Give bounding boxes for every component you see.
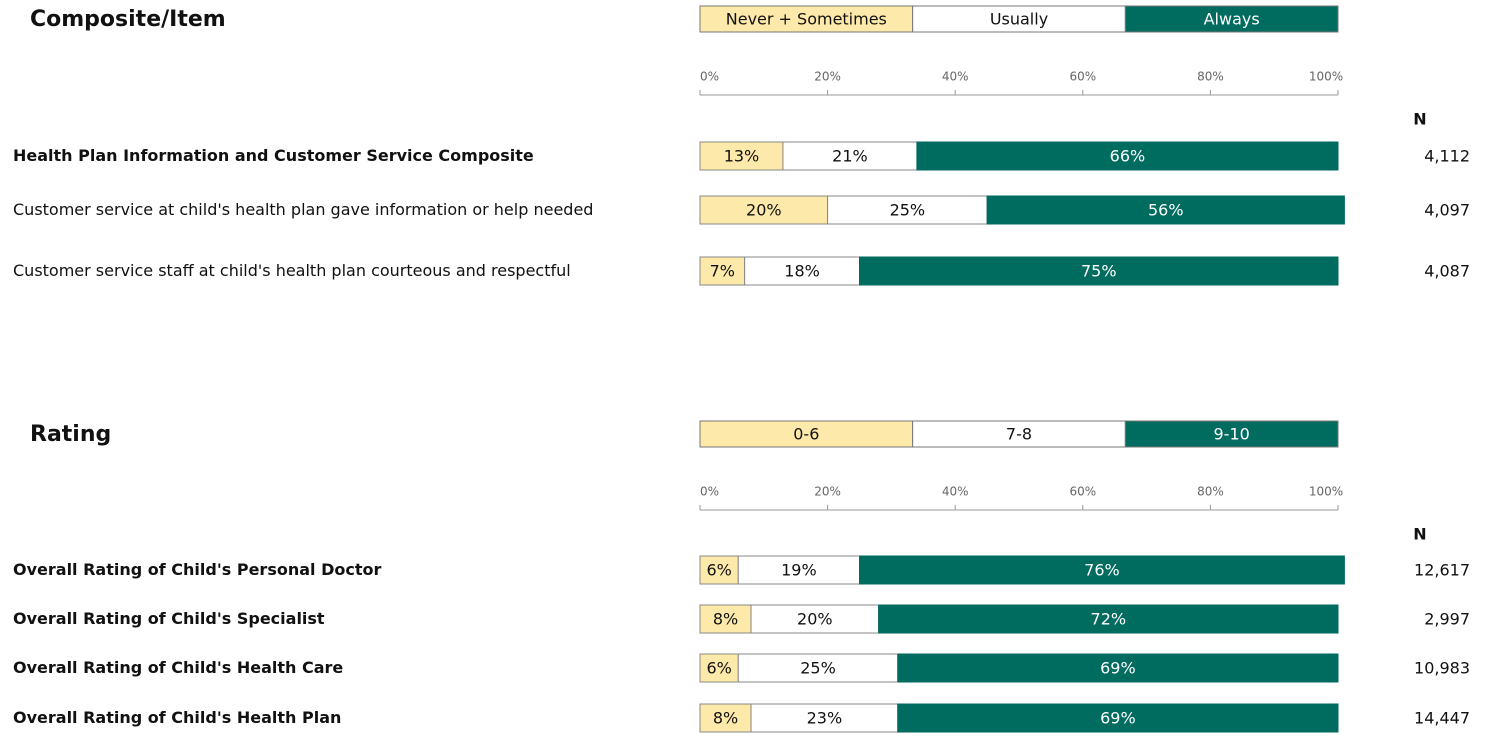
category-label: Customer service at child's health plan … bbox=[13, 200, 594, 219]
legend-label: Usually bbox=[990, 10, 1048, 29]
legend-label: 7-8 bbox=[1006, 425, 1032, 444]
bar-segment bbox=[859, 256, 1339, 286]
bar-segment bbox=[859, 555, 1345, 585]
value-label: 23% bbox=[807, 709, 843, 728]
value-label: 18% bbox=[784, 262, 820, 281]
n-value: 4,097 bbox=[1424, 201, 1470, 220]
x-tick-label: 80% bbox=[1197, 485, 1224, 499]
n-value: 4,087 bbox=[1424, 262, 1470, 281]
bar-segment bbox=[782, 141, 918, 171]
bar-segment bbox=[878, 604, 1339, 634]
value-label: 13% bbox=[724, 147, 760, 166]
legend-swatch bbox=[1124, 5, 1339, 33]
value-label: 8% bbox=[713, 709, 738, 728]
legend-label: 0-6 bbox=[793, 425, 819, 444]
bar-segment bbox=[699, 555, 739, 585]
category-label: Overall Rating of Child's Specialist bbox=[13, 609, 325, 628]
value-label: 72% bbox=[1091, 610, 1127, 629]
n-header: N bbox=[1413, 525, 1426, 544]
category-label: Overall Rating of Child's Health Care bbox=[13, 658, 344, 677]
value-label: 69% bbox=[1100, 709, 1136, 728]
legend-swatch bbox=[699, 5, 914, 33]
category-label: Customer service staff at child's health… bbox=[13, 261, 571, 280]
value-label: 8% bbox=[713, 610, 738, 629]
category-label-box: Customer service at child's health plan … bbox=[13, 200, 594, 219]
n-value: 2,997 bbox=[1424, 610, 1470, 629]
legend-swatch bbox=[1124, 420, 1339, 448]
legend-label: 9-10 bbox=[1214, 425, 1250, 444]
bar-segment bbox=[737, 555, 861, 585]
x-tick-label: 100% bbox=[1309, 70, 1343, 84]
bar-segment bbox=[897, 653, 1339, 683]
x-tick-label: 40% bbox=[942, 70, 969, 84]
value-label: 56% bbox=[1148, 201, 1184, 220]
category-label-box: Customer service staff at child's health… bbox=[13, 261, 571, 280]
bar-segment bbox=[737, 653, 899, 683]
value-label: 21% bbox=[832, 147, 868, 166]
value-label: 6% bbox=[706, 659, 731, 678]
value-label: 66% bbox=[1110, 147, 1146, 166]
n-value: 4,112 bbox=[1424, 147, 1470, 166]
legend-swatch bbox=[699, 420, 914, 448]
section-title: Composite/Item bbox=[30, 7, 226, 32]
legend-label: Always bbox=[1204, 10, 1260, 29]
x-tick-label: 0% bbox=[700, 485, 719, 499]
bar-segment bbox=[986, 195, 1345, 225]
category-label-box: Health Plan Information and Customer Ser… bbox=[13, 146, 534, 165]
value-label: 76% bbox=[1084, 561, 1120, 580]
x-tick-label: 80% bbox=[1197, 70, 1224, 84]
value-label: 20% bbox=[746, 201, 782, 220]
value-label: 20% bbox=[797, 610, 833, 629]
value-label: 19% bbox=[781, 561, 817, 580]
legend-swatch bbox=[912, 420, 1126, 448]
category-label: Overall Rating of Child's Health Plan bbox=[13, 708, 342, 727]
category-label-box: Overall Rating of Child's Specialist bbox=[13, 609, 325, 628]
bar-segment bbox=[916, 141, 1339, 171]
value-label: 25% bbox=[800, 659, 836, 678]
bar-segment bbox=[699, 703, 752, 733]
value-label: 25% bbox=[890, 201, 926, 220]
x-tick-label: 20% bbox=[814, 485, 841, 499]
value-label: 6% bbox=[706, 561, 731, 580]
n-value: 10,983 bbox=[1414, 659, 1470, 678]
legend-label: Never + Sometimes bbox=[726, 10, 887, 29]
x-tick-label: 20% bbox=[814, 70, 841, 84]
category-label-box: Overall Rating of Child's Personal Docto… bbox=[13, 560, 382, 579]
section-title: Rating bbox=[30, 422, 111, 447]
n-value: 14,447 bbox=[1414, 709, 1470, 728]
bar-segment bbox=[750, 703, 899, 733]
bar-segment bbox=[897, 703, 1339, 733]
legend-swatch bbox=[912, 5, 1126, 33]
value-label: 7% bbox=[710, 262, 735, 281]
category-label-box: Overall Rating of Child's Health Plan bbox=[13, 708, 342, 727]
category-label-box: Overall Rating of Child's Health Care bbox=[13, 658, 344, 677]
n-header: N bbox=[1413, 110, 1426, 129]
value-label: 75% bbox=[1081, 262, 1117, 281]
bar-segment bbox=[699, 141, 784, 171]
x-tick-label: 100% bbox=[1309, 485, 1343, 499]
x-tick-label: 60% bbox=[1069, 70, 1096, 84]
value-label: 69% bbox=[1100, 659, 1136, 678]
x-tick-label: 0% bbox=[700, 70, 719, 84]
x-tick-label: 40% bbox=[942, 485, 969, 499]
category-label: Overall Rating of Child's Personal Docto… bbox=[13, 560, 382, 579]
n-value: 12,617 bbox=[1414, 561, 1470, 580]
category-label: Health Plan Information and Customer Ser… bbox=[13, 146, 534, 165]
bar-segment bbox=[750, 604, 880, 634]
x-tick-label: 60% bbox=[1069, 485, 1096, 499]
bar-segment bbox=[744, 256, 860, 286]
